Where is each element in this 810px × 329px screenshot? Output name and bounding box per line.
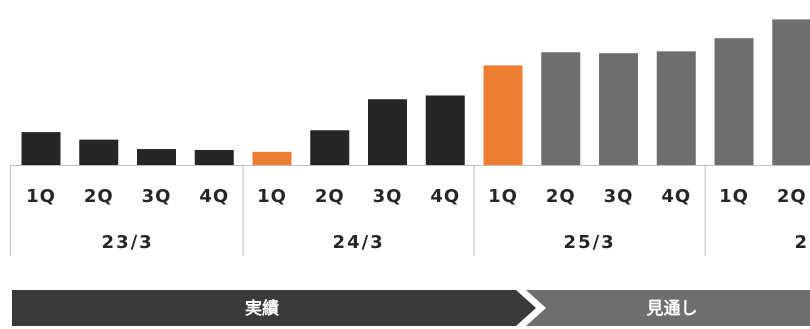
bar bbox=[425, 95, 465, 165]
group-label: 23/3 bbox=[102, 232, 154, 253]
x-tick-label: 4Q bbox=[430, 186, 460, 207]
forecast-label: 見通し bbox=[646, 299, 698, 319]
x-tick-label: 1Q bbox=[26, 186, 56, 207]
bar bbox=[194, 149, 234, 165]
bar bbox=[656, 51, 696, 166]
bar bbox=[714, 38, 754, 165]
x-tick-label: 3Q bbox=[604, 186, 634, 207]
x-tick-label: 1Q bbox=[719, 186, 749, 207]
x-tick-label: 3Q bbox=[142, 186, 172, 207]
x-tick-label: 2Q bbox=[315, 186, 345, 207]
group-label: 24/3 bbox=[333, 232, 385, 253]
x-tick-label: 2Q bbox=[777, 186, 807, 207]
group-label: 26/3 bbox=[795, 232, 810, 253]
bar bbox=[772, 19, 810, 166]
bar bbox=[483, 65, 523, 165]
x-tick-label: 1Q bbox=[488, 186, 518, 207]
x-tick-label: 2Q bbox=[546, 186, 576, 207]
group-label: 25/3 bbox=[564, 232, 616, 253]
bar bbox=[137, 149, 176, 165]
actual-banner bbox=[12, 290, 536, 326]
bar bbox=[310, 130, 350, 165]
x-tick-label: 4Q bbox=[661, 186, 691, 207]
bar bbox=[541, 52, 581, 165]
forecast-banner bbox=[526, 290, 810, 326]
bar bbox=[368, 99, 407, 165]
bar bbox=[599, 53, 638, 165]
x-tick-label: 3Q bbox=[373, 186, 403, 207]
bar bbox=[21, 132, 61, 165]
x-tick-label: 4Q bbox=[199, 186, 229, 207]
x-tick-label: 2Q bbox=[84, 186, 114, 207]
actual-label: 実績 bbox=[245, 298, 279, 319]
bar bbox=[252, 151, 292, 165]
x-tick-label: 1Q bbox=[257, 186, 287, 207]
bar bbox=[79, 139, 119, 165]
